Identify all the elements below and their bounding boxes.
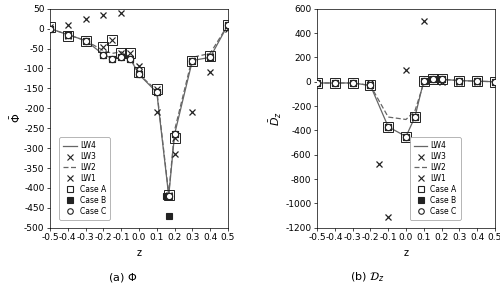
Y-axis label: $\bar{D}_z$: $\bar{D}_z$ xyxy=(268,111,284,126)
Legend: LW4, LW3, LW2, LW1, Case A, Case B, Case C: LW4, LW3, LW2, LW1, Case A, Case B, Case… xyxy=(410,138,461,220)
Text: (a) $\Phi$: (a) $\Phi$ xyxy=(108,271,137,284)
X-axis label: z: z xyxy=(404,248,408,258)
Y-axis label: $\bar{\Phi}$: $\bar{\Phi}$ xyxy=(8,113,22,123)
Text: (b) $\mathcal{D}_z$: (b) $\mathcal{D}_z$ xyxy=(350,270,384,284)
X-axis label: z: z xyxy=(136,248,141,258)
Legend: LW4, LW3, LW2, LW1, Case A, Case B, Case C: LW4, LW3, LW2, LW1, Case A, Case B, Case… xyxy=(59,138,110,220)
